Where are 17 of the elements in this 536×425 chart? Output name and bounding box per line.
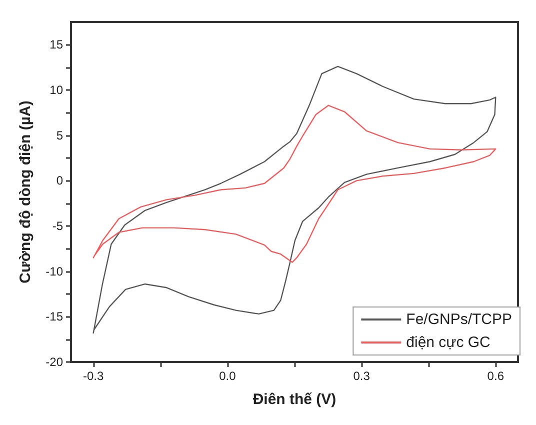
y-axis-title: Cường độ dòng điện (µA): [17, 100, 34, 284]
x-tick-label: -0.3: [83, 369, 104, 383]
x-tick-label: 0.0: [219, 369, 236, 383]
y-tick-label: 0: [56, 174, 64, 188]
legend-label: Fe/GNPs/TCPP: [406, 311, 512, 328]
y-tick-label: -5: [52, 219, 64, 233]
y-tick-label: -20: [46, 355, 64, 369]
x-tick-label: 0.3: [353, 369, 370, 383]
x-axis-title: Điên thế (V): [252, 391, 336, 408]
y-tick-label: 10: [50, 83, 64, 97]
y-tick-label: -10: [46, 264, 64, 278]
line-series: [92, 104, 496, 263]
y-tick-label: -15: [46, 310, 64, 324]
y-tick-label: 5: [56, 128, 64, 142]
x-tick-label: 0.6: [487, 369, 504, 383]
y-tick-label: 15: [50, 38, 64, 52]
legend-label: điện cực GC: [406, 334, 491, 351]
